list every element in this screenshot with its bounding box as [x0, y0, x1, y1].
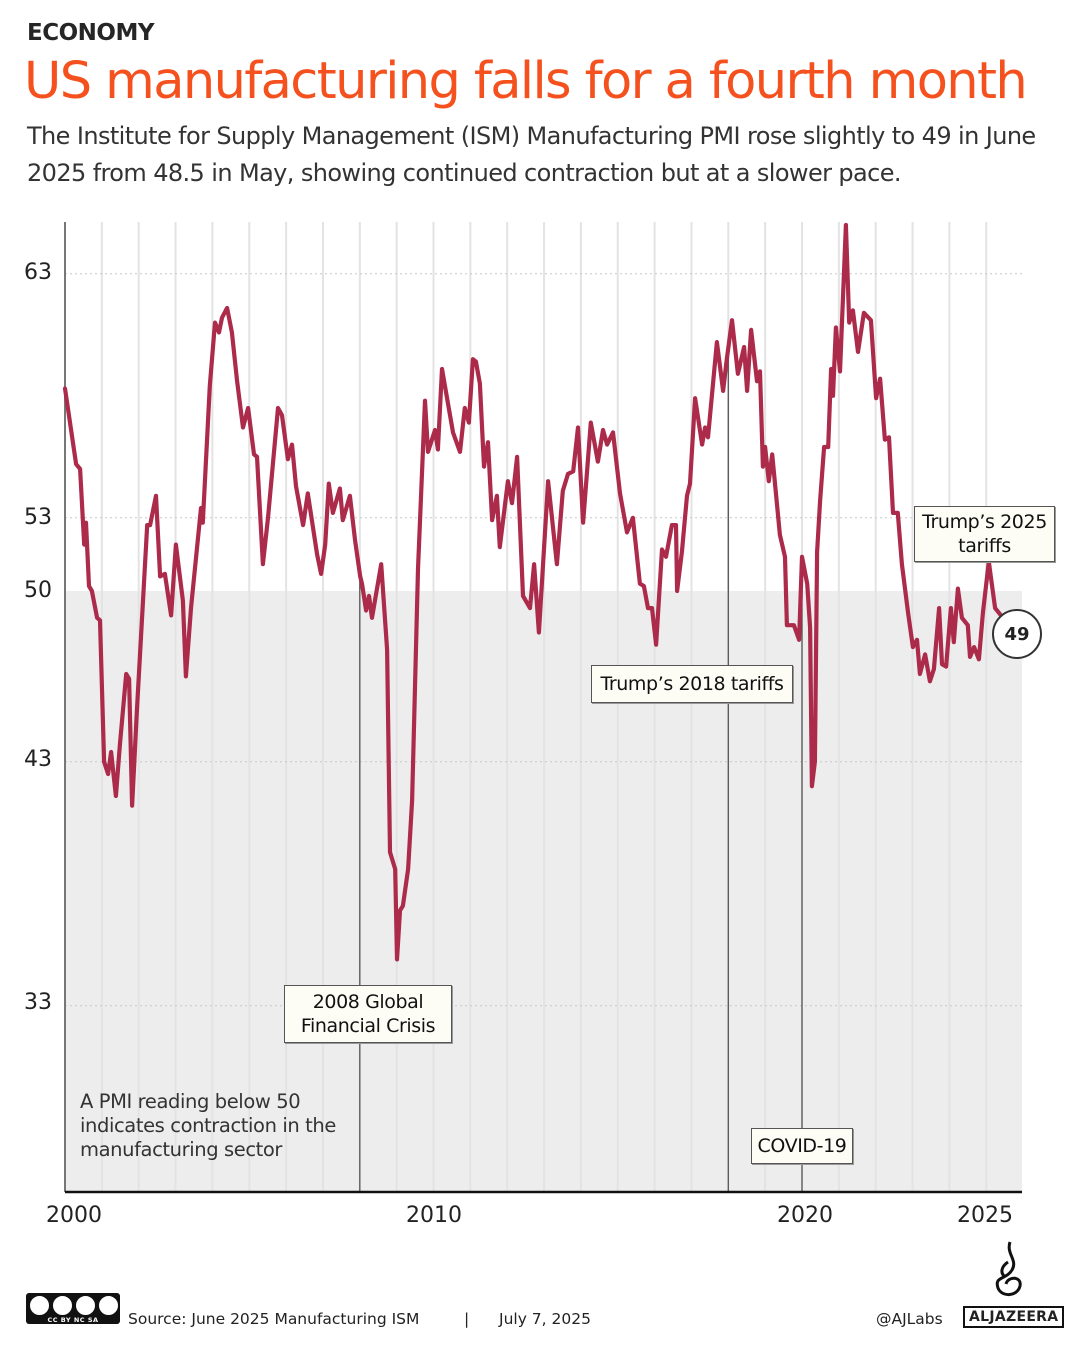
aljazeera-wordmark: ALJAZEERA	[963, 1306, 1065, 1328]
x-tick-label: 2025	[957, 1203, 1013, 1228]
source-text: Source: June 2025 Manufacturing ISM	[128, 1310, 420, 1328]
creative-commons-badge: CC BY NC SA	[26, 1293, 120, 1324]
nc-icon	[75, 1295, 96, 1316]
annotation-2008-crisis: 2008 Global Financial Crisis	[284, 985, 452, 1043]
section-kicker: ECONOMY	[27, 20, 155, 46]
annotation-covid: COVID-19	[751, 1128, 853, 1164]
publish-date: July 7, 2025	[499, 1310, 591, 1328]
y-tick-label: 63	[24, 260, 52, 285]
aljazeera-logo-icon	[995, 1241, 1022, 1296]
license-text: CC BY NC SA	[47, 1316, 99, 1324]
x-tick-label: 2000	[46, 1203, 102, 1228]
sa-icon	[98, 1295, 119, 1316]
contraction-note: A PMI reading below 50 indicates contrac…	[80, 1090, 336, 1161]
by-icon	[52, 1295, 73, 1316]
annotation-2025-tariffs: Trump’s 2025 tariffs	[914, 506, 1055, 562]
annotation-2018-tariffs: Trump’s 2018 tariffs	[591, 665, 793, 703]
y-tick-label: 43	[24, 747, 52, 772]
y-tick-label: 53	[24, 505, 52, 530]
footer-separator: |	[464, 1310, 470, 1328]
chart-subtitle: The Institute for Supply Management (ISM…	[27, 122, 1036, 187]
x-tick-label: 2010	[406, 1203, 462, 1228]
y-tick-label: 50	[24, 578, 52, 603]
cc-icon	[29, 1295, 50, 1316]
chart-title: US manufacturing falls for a fourth mont…	[24, 52, 1028, 111]
ajlabs-handle: @AJLabs	[876, 1310, 943, 1328]
last-value-badge: 49	[992, 609, 1042, 659]
y-tick-label: 33	[24, 990, 52, 1015]
x-tick-label: 2020	[777, 1203, 833, 1228]
